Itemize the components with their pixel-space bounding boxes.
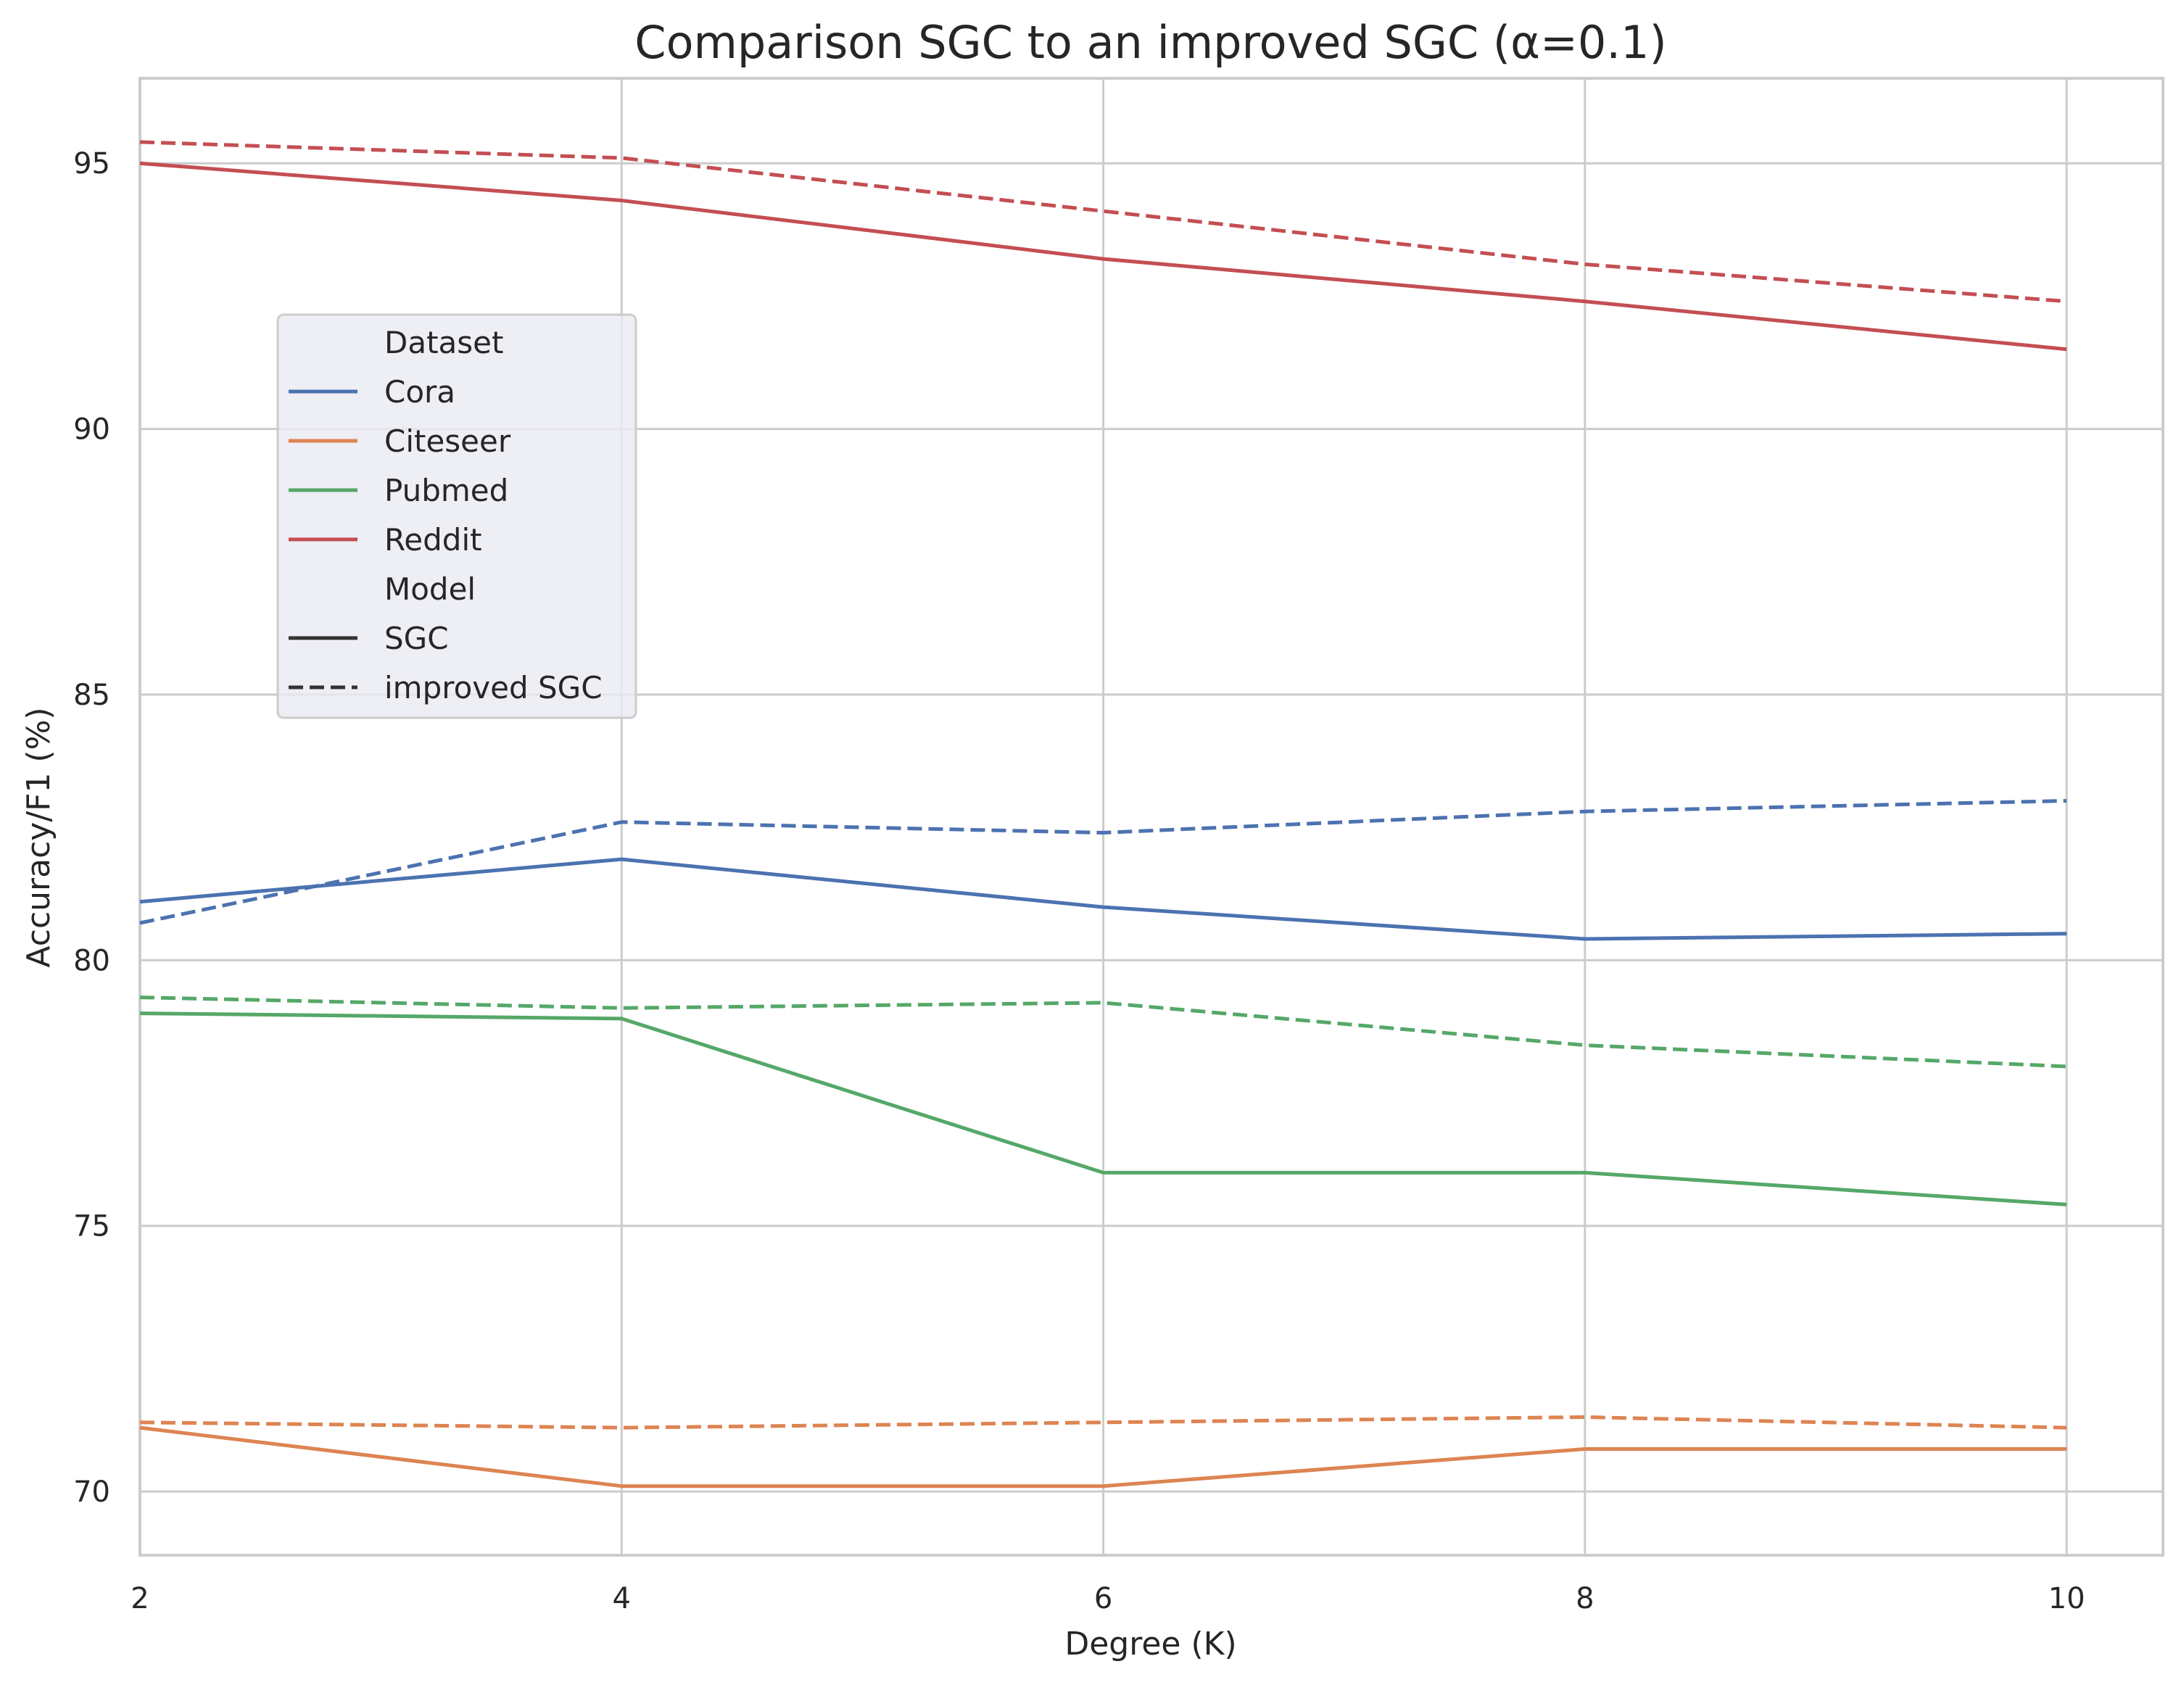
series-line-cora-improved-sgc xyxy=(139,799,2067,925)
x-tick-label: 4 xyxy=(613,1582,631,1615)
plot-frame xyxy=(138,77,2164,1557)
series-lines xyxy=(139,140,2067,1489)
x-axis-label: Degree (K) xyxy=(1064,1626,1236,1663)
legend-label-pubmed: Pubmed xyxy=(384,473,508,508)
x-tick-label: 8 xyxy=(1576,1582,1594,1615)
legend-label-cora: Cora xyxy=(384,374,455,410)
tick-labels: 2 4 6 8 10 70 75 80 85 90 95 xyxy=(73,147,2085,1615)
series-line-cora-sgc xyxy=(139,857,2067,941)
y-tick-label: 85 xyxy=(73,679,110,712)
legend-title-model: Model xyxy=(384,571,476,607)
series-line-reddit-improved-sgc xyxy=(139,140,2067,304)
legend-label-reddit: Reddit xyxy=(384,522,482,558)
series-line-pubmed-sgc xyxy=(139,1011,2067,1206)
legend-label-sgc: SGC xyxy=(384,621,449,656)
x-tick-label: 10 xyxy=(2048,1582,2085,1615)
legend-label-citeseer: Citeseer xyxy=(384,423,511,459)
chart-title: Comparison SGC to an improved SGC (α=0.1… xyxy=(634,16,1666,69)
y-tick-label: 75 xyxy=(73,1210,110,1243)
x-tick-label: 6 xyxy=(1094,1582,1112,1615)
legend: Dataset Cora Citeseer Pubmed Reddit Mode… xyxy=(276,313,637,719)
legend-label-improved-sgc: improved SGC xyxy=(384,670,603,705)
series-line-pubmed-improved-sgc xyxy=(139,995,2067,1069)
legend-box xyxy=(276,313,637,719)
y-tick-label: 95 xyxy=(73,147,110,181)
series-line-reddit-sgc xyxy=(139,161,2067,352)
x-tick-label: 2 xyxy=(131,1582,149,1615)
series-line-citeseer-improved-sgc xyxy=(139,1415,2067,1430)
y-axis-label: Accuracy/F1 (%) xyxy=(20,707,57,967)
y-tick-label: 70 xyxy=(73,1475,110,1509)
y-tick-label: 80 xyxy=(73,944,110,977)
legend-title-dataset: Dataset xyxy=(384,325,503,360)
series-line-citeseer-sgc xyxy=(139,1425,2067,1489)
y-tick-label: 90 xyxy=(73,413,110,447)
